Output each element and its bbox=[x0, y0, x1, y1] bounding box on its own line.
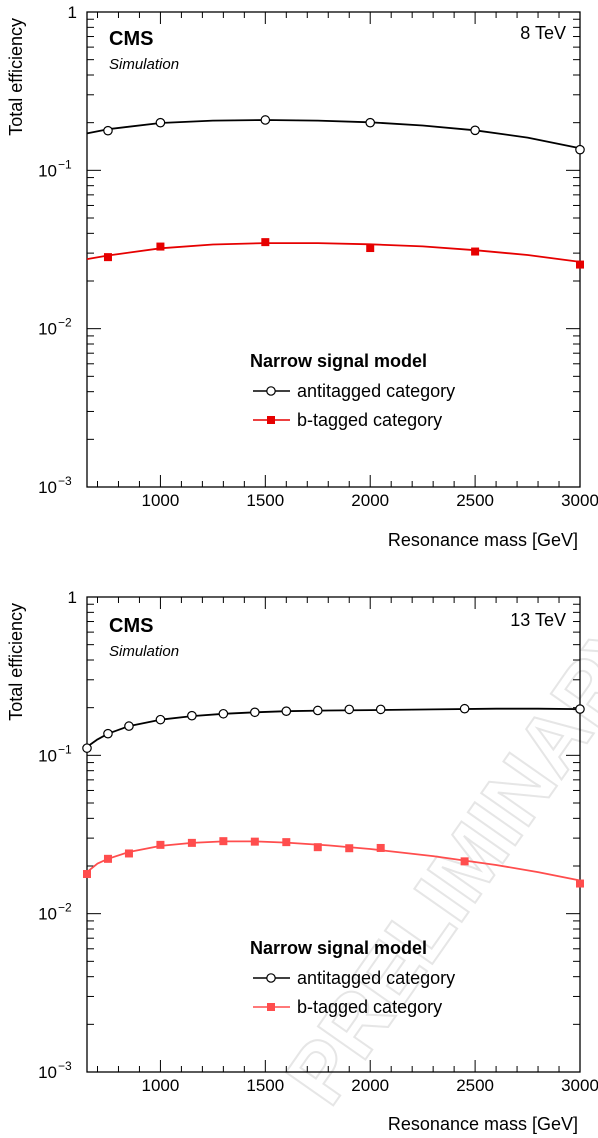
experiment-label: CMS bbox=[109, 615, 153, 637]
x-tick-label: 1500 bbox=[246, 1076, 284, 1095]
data-point-antitagged bbox=[344, 704, 355, 715]
y-tick-exponent: −3 bbox=[58, 474, 72, 488]
fit-curve-btagged bbox=[86, 242, 581, 263]
data-point-btagged bbox=[471, 247, 480, 256]
data-point-antitagged bbox=[375, 704, 386, 715]
legend-entry-label: b-tagged category bbox=[297, 410, 442, 430]
data-point-btagged bbox=[282, 838, 291, 847]
data-point-btagged bbox=[219, 837, 228, 846]
data-point-btagged bbox=[460, 857, 469, 866]
legend-marker-antitagged bbox=[266, 973, 276, 983]
data-point-btagged bbox=[250, 837, 259, 846]
plot-frame bbox=[86, 596, 581, 1073]
x-tick-label: 2500 bbox=[456, 1076, 494, 1095]
y-tick-exponent: −2 bbox=[58, 316, 72, 330]
data-point-antitagged bbox=[575, 144, 585, 155]
data-point-btagged bbox=[124, 849, 133, 858]
x-tick-label: 3000 bbox=[561, 1076, 598, 1095]
data-point-btagged bbox=[313, 843, 322, 852]
fit-curve-antitagged bbox=[86, 119, 581, 150]
data-point-btagged bbox=[103, 854, 112, 863]
data-point-btagged bbox=[103, 253, 112, 262]
data-point-antitagged bbox=[312, 705, 323, 716]
data-point-btagged bbox=[376, 843, 385, 852]
data-point-btagged bbox=[576, 879, 584, 888]
y-tick-label: 10 bbox=[38, 905, 57, 924]
x-tick-label: 2000 bbox=[351, 491, 389, 510]
data-point-antitagged bbox=[575, 704, 585, 714]
y-tick-label: 10 bbox=[38, 478, 57, 497]
y-axis-title: Total efficiency bbox=[6, 18, 26, 136]
legend-title: Narrow signal model bbox=[250, 351, 427, 371]
data-point-antitagged bbox=[82, 743, 92, 753]
x-axis-title: Resonance mass [GeV] bbox=[388, 1114, 578, 1134]
data-point-btagged bbox=[345, 844, 354, 853]
y-tick-label: 10 bbox=[38, 1063, 57, 1082]
x-axis-title: Resonance mass [GeV] bbox=[388, 530, 578, 550]
data-point-btagged bbox=[156, 840, 165, 849]
x-tick-label: 1500 bbox=[246, 491, 284, 510]
legend-marker-btagged bbox=[267, 416, 275, 424]
data-point-antitagged bbox=[124, 721, 134, 731]
x-tick-label: 2500 bbox=[456, 491, 494, 510]
y-tick-label: 10 bbox=[38, 746, 57, 765]
y-tick-label: 1 bbox=[68, 588, 77, 607]
legend-marker-btagged bbox=[267, 1003, 275, 1011]
data-point-btagged bbox=[187, 838, 196, 847]
data-point-btagged bbox=[156, 242, 165, 251]
y-tick-exponent: −2 bbox=[58, 901, 72, 915]
data-point-antitagged bbox=[218, 708, 229, 719]
energy-label: 13 TeV bbox=[510, 610, 566, 630]
x-tick-label: 2000 bbox=[351, 1076, 389, 1095]
data-point-btagged bbox=[366, 244, 375, 253]
plot-frame bbox=[86, 11, 581, 488]
watermark-text: PRELIMINARY bbox=[268, 595, 598, 1120]
data-point-antitagged bbox=[103, 728, 113, 739]
y-tick-exponent: −1 bbox=[58, 157, 72, 171]
energy-label: 8 TeV bbox=[520, 23, 566, 43]
legend-entry-label: antitagged category bbox=[297, 968, 455, 988]
legend-marker-antitagged bbox=[266, 386, 276, 396]
experiment-label: CMS bbox=[109, 28, 153, 50]
legend-title: Narrow signal model bbox=[250, 938, 427, 958]
x-tick-label: 1000 bbox=[142, 491, 180, 510]
data-point-antitagged bbox=[365, 117, 376, 128]
data-point-antitagged bbox=[155, 117, 166, 128]
data-point-btagged bbox=[576, 260, 584, 269]
data-point-antitagged bbox=[155, 714, 166, 725]
watermark: PRELIMINARY bbox=[267, 594, 598, 1121]
legend-entry-label: b-tagged category bbox=[297, 997, 442, 1017]
data-point-antitagged bbox=[281, 706, 292, 716]
x-tick-label: 1000 bbox=[142, 1076, 180, 1095]
data-point-antitagged bbox=[470, 125, 480, 136]
y-tick-label: 10 bbox=[38, 320, 57, 339]
data-point-antitagged bbox=[187, 710, 197, 721]
x-tick-label: 3000 bbox=[561, 491, 598, 510]
data-point-btagged bbox=[83, 870, 91, 879]
data-point-btagged bbox=[261, 238, 270, 247]
data-point-antitagged bbox=[459, 703, 470, 714]
data-point-antitagged bbox=[260, 115, 271, 125]
simulation-label: Simulation bbox=[109, 56, 179, 73]
legend-entry-label: antitagged category bbox=[297, 381, 455, 401]
data-point-antitagged bbox=[250, 707, 260, 718]
y-axis-title: Total efficiency bbox=[6, 603, 26, 721]
data-point-antitagged bbox=[103, 125, 113, 136]
y-tick-exponent: −3 bbox=[58, 1059, 72, 1073]
y-tick-exponent: −1 bbox=[58, 742, 72, 756]
simulation-label: Simulation bbox=[109, 643, 179, 660]
y-tick-label: 1 bbox=[68, 3, 77, 22]
y-tick-label: 10 bbox=[38, 161, 57, 180]
